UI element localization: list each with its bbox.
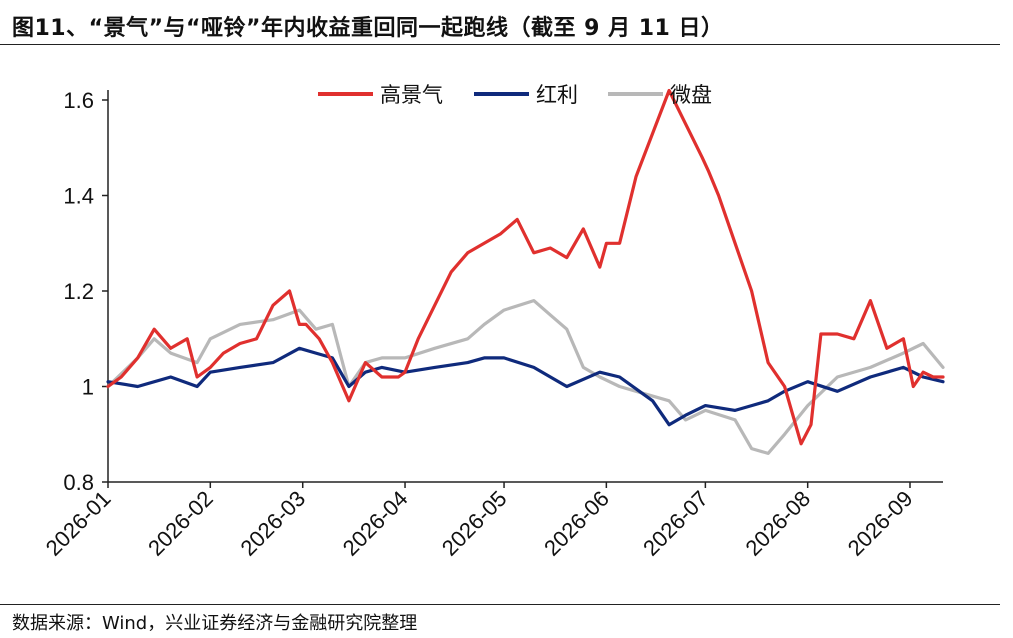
chart-legend: 高景气 红利 微盘 — [318, 83, 712, 107]
y-tick-label: 1.6 — [63, 88, 94, 113]
y-tick-label: 0.8 — [63, 470, 94, 495]
legend-label: 红利 — [536, 83, 578, 107]
title-rule — [0, 44, 1000, 45]
x-tick-label: 2026-05 — [437, 486, 512, 561]
figure-title: 图11、“景气”与“哑铃”年内收益重回同一起跑线（截至 9 月 11 日） — [12, 16, 724, 41]
legend-label: 微盘 — [670, 83, 712, 107]
series-line-2 — [106, 346, 945, 427]
x-tick-label: 2026-02 — [143, 486, 218, 561]
series-line-1 — [106, 88, 945, 446]
y-tick-label: 1 — [82, 375, 94, 400]
legend-label: 高景气 — [380, 83, 443, 107]
series-line-3 — [106, 299, 945, 455]
x-tick-label: 2026-01 — [41, 486, 116, 561]
x-tick-label: 2026-03 — [235, 486, 310, 561]
x-tick-label: 2026-07 — [638, 486, 713, 561]
x-tick-label: 2026-04 — [338, 486, 413, 561]
source-rule — [0, 604, 1000, 605]
y-tick-label: 1.4 — [63, 184, 94, 209]
x-tick-label: 2026-08 — [740, 486, 815, 561]
source-note: 数据来源：Wind，兴业证券经济与金融研究院整理 — [12, 613, 418, 634]
chart-axes: 0.8 1 1.2 1.4 1.6 2026-01 2026-02 2026-03 2026-0… — [41, 88, 943, 561]
chart-series — [106, 88, 945, 455]
x-tick-label: 2026-09 — [843, 486, 918, 561]
x-tick-label: 2026-06 — [539, 486, 614, 561]
y-tick-label: 1.2 — [63, 279, 94, 304]
